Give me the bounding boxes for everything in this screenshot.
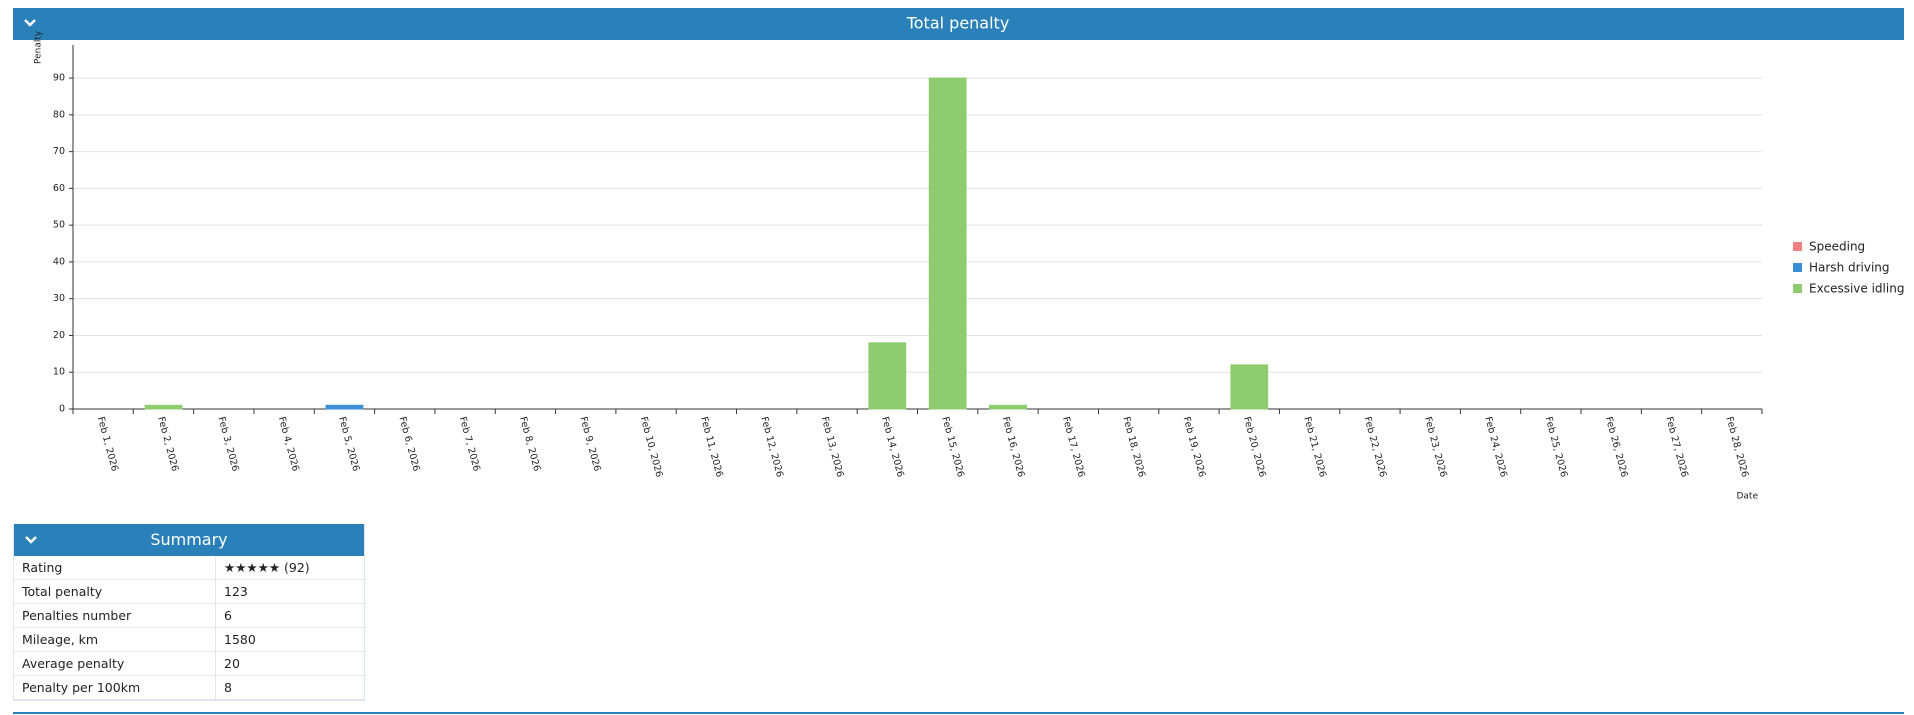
summary-value: 6 (215, 603, 364, 628)
legend-label: Speeding (1809, 240, 1865, 254)
x-tick-label: Feb 11, 2026 (698, 416, 725, 479)
x-tick-label: Feb 21, 2026 (1301, 416, 1328, 479)
x-tick-label: Feb 13, 2026 (819, 416, 846, 479)
x-tick-label: Feb 6, 2026 (396, 416, 421, 473)
y-tick-label: 0 (59, 404, 65, 415)
x-tick-label: Feb 1, 2026 (95, 416, 120, 473)
x-tick-label: Feb 9, 2026 (577, 416, 602, 473)
x-tick-label: Feb 16, 2026 (1000, 416, 1027, 479)
x-axis-label: Date (1736, 492, 1758, 502)
legend-label: Excessive idling (1809, 282, 1904, 296)
summary-key: Penalties number (14, 603, 216, 628)
y-tick-label: 70 (53, 146, 65, 157)
legend-swatch (1793, 263, 1802, 272)
summary-value: 1580 (215, 627, 364, 652)
summary-table: Rating ★★★★★ (92) Total penalty 123 Penaltie… (14, 556, 364, 700)
summary-key: Penalty per 100km (14, 675, 216, 700)
summary-header: Summary (14, 524, 364, 556)
summary-value: 20 (215, 651, 364, 676)
summary-key: Total penalty (14, 579, 216, 604)
y-tick-label: 80 (53, 109, 65, 120)
summary-row: Rating ★★★★★ (92) (14, 556, 364, 580)
y-tick-label: 90 (53, 73, 65, 84)
header-bar (13, 8, 1904, 40)
x-tick-label: Feb 15, 2026 (939, 416, 966, 479)
summary-title: Summary (150, 530, 228, 549)
x-tick-label: Feb 25, 2026 (1543, 416, 1570, 479)
bar (868, 342, 907, 410)
summary-row: Penalties number 6 (14, 603, 364, 628)
x-tick-label: Feb 2, 2026 (155, 416, 180, 473)
summary-value: 8 (215, 675, 364, 700)
x-tick-label: Feb 23, 2026 (1422, 416, 1449, 479)
collapse-icon[interactable] (24, 19, 36, 27)
x-tick-label: Feb 24, 2026 (1482, 416, 1509, 479)
collapse-icon[interactable] (24, 535, 38, 545)
summary-row: Total penalty 123 (14, 579, 364, 604)
x-tick-label: Feb 27, 2026 (1663, 416, 1690, 479)
summary-key: Average penalty (14, 651, 216, 676)
bar (1230, 364, 1269, 410)
x-tick-label: Feb 12, 2026 (758, 416, 785, 479)
y-tick-label: 30 (53, 293, 65, 304)
x-tick-label: Feb 3, 2026 (215, 416, 240, 473)
y-tick-label: 20 (53, 330, 65, 341)
summary-value: ★★★★★ (92) (215, 556, 364, 580)
x-tick-label: Feb 7, 2026 (457, 416, 482, 473)
summary-row: Mileage, km 1580 (14, 627, 364, 652)
x-tick-label: Feb 8, 2026 (517, 416, 542, 473)
summary-row: Average penalty 20 (14, 651, 364, 676)
y-axis-label: Penalty (34, 30, 44, 64)
bar (144, 404, 183, 410)
bar (989, 404, 1027, 410)
x-tick-label: Feb 4, 2026 (276, 416, 301, 473)
legend-swatch (1793, 242, 1802, 251)
legend-label: Harsh driving (1809, 261, 1890, 275)
footer-line (13, 712, 1904, 714)
x-tick-label: Feb 28, 2026 (1724, 416, 1751, 479)
y-tick-label: 10 (53, 367, 65, 378)
summary-panel: Summary Rating ★★★★★ (92) Total penalty 123… (13, 524, 365, 701)
x-tick-label: Feb 26, 2026 (1603, 416, 1630, 479)
y-tick-label: 60 (53, 183, 65, 194)
x-tick-label: Feb 14, 2026 (879, 416, 906, 479)
x-tick-label: Feb 18, 2026 (1120, 416, 1147, 479)
y-tick-label: 50 (53, 220, 65, 231)
legend-swatch (1793, 284, 1802, 293)
chart-title: Total penalty (906, 14, 1010, 33)
x-tick-label: Feb 20, 2026 (1241, 416, 1268, 479)
x-tick-label: Feb 5, 2026 (336, 416, 361, 473)
bar (928, 77, 967, 410)
x-tick-label: Feb 17, 2026 (1060, 416, 1087, 479)
bar (325, 404, 364, 410)
x-tick-label: Feb 19, 2026 (1181, 416, 1208, 479)
summary-key: Rating (14, 556, 216, 580)
summary-row: Penalty per 100km 8 (14, 675, 364, 700)
summary-value: 123 (215, 579, 364, 604)
summary-key: Mileage, km (14, 627, 216, 652)
x-tick-label: Feb 22, 2026 (1362, 416, 1389, 479)
y-tick-label: 40 (53, 256, 65, 267)
x-tick-label: Feb 10, 2026 (638, 416, 665, 479)
